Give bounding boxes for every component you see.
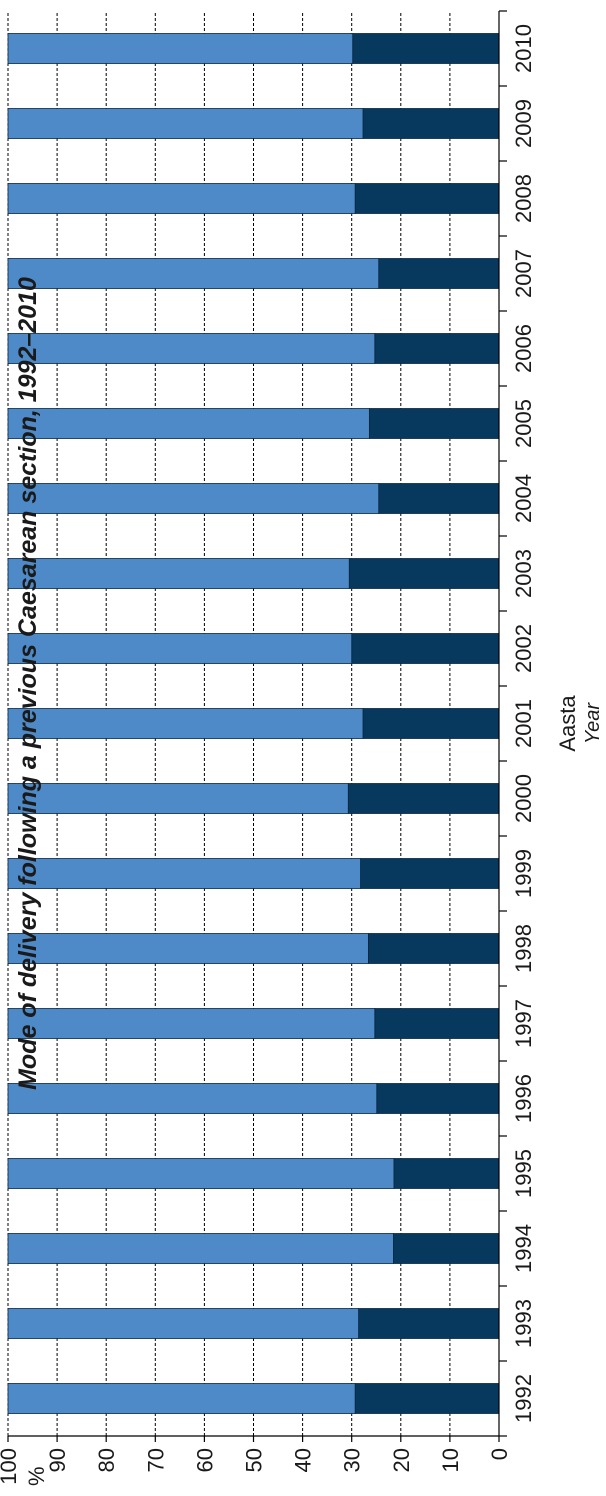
y-tick-label: 50 [242,1448,267,1472]
bar-segment-2007-2 [7,258,380,289]
bar-segment-2001-1 [362,708,500,739]
bar-segment-1996-1 [376,1083,500,1114]
x-tick-label: 1996 [511,1074,536,1123]
y-tick-label: 80 [94,1448,119,1472]
x-axis-label: Aasta [555,695,580,752]
bar-segment-2003-1 [348,558,500,589]
bar-segment-2009-2 [7,108,364,139]
bar-segment-1997-2 [7,1008,376,1039]
bar-segment-2005-1 [368,408,500,439]
y-tick-label: 90 [45,1448,70,1472]
x-tick-label: 2007 [511,249,536,298]
x-tick-label: 2009 [511,99,536,148]
bar-segment-2006-1 [374,333,500,364]
bar-segment-1998-2 [7,933,369,964]
y-tick-label: 40 [291,1448,316,1472]
x-axis-label-english: Year [582,702,604,744]
bar-segment-1995-1 [393,1158,500,1189]
bar-segment-2003-2 [7,558,350,589]
bar-segment-1993-1 [358,1308,500,1339]
chart-title: Mode of delivery following a previous Ca… [14,277,42,1090]
bar-segment-1997-1 [374,1008,500,1039]
bar-segment-2006-2 [7,333,376,364]
y-tick-label: 20 [389,1448,414,1472]
bar-segment-2005-2 [7,408,370,439]
bar-segment-2000-2 [7,783,349,814]
bar-segment-1994-2 [7,1233,394,1264]
bar-segment-1996-2 [7,1083,378,1114]
bar-segment-1999-2 [7,858,361,889]
x-tick-label: 2004 [511,474,536,523]
bar-segment-2010-1 [352,33,500,64]
x-tick-label: 1999 [511,849,536,898]
bar-segment-2010-2 [7,33,354,64]
bar-segment-1999-1 [360,858,500,889]
x-tick-label: 2005 [511,399,536,448]
bar-segment-2004-1 [378,483,500,514]
x-tick-label: 1997 [511,999,536,1048]
bar-segment-1994-1 [393,1233,500,1264]
x-tick-label: 2001 [511,699,536,748]
bar-segment-2008-1 [354,183,500,214]
y-tick-label: 0 [487,1448,512,1460]
x-tick-label: 1993 [511,1299,536,1348]
y-tick-label: 60 [192,1448,217,1472]
x-tick-label: 2002 [511,624,536,673]
x-tick-label: 1998 [511,924,536,973]
bar-segment-2009-1 [362,108,500,139]
bar-segment-2004-2 [7,483,380,514]
axes [7,10,507,1442]
y-axis-label: % [24,1466,49,1486]
y-tick-label: 100 [0,1448,21,1485]
bar-segment-2008-2 [7,183,356,214]
x-tick-label: 1994 [511,1224,536,1273]
bar-segment-2002-2 [7,633,353,664]
x-tick-label: 2006 [511,324,536,373]
x-tick-label: 1995 [511,1149,536,1198]
bar-segment-1998-1 [367,933,500,964]
y-tick-label: 30 [340,1448,365,1472]
bar-segment-1992-2 [7,1383,356,1414]
bar-segment-2002-1 [351,633,500,664]
x-tick-label: 2003 [511,549,536,598]
bar-segment-2001-2 [7,708,364,739]
x-tick-label: 2010 [511,24,536,73]
y-tick-label: 10 [438,1448,463,1472]
x-tick-label: 2000 [511,774,536,823]
y-tick-label: 70 [143,1448,168,1472]
bar-segment-1993-2 [7,1308,359,1339]
bar-segment-2000-1 [347,783,500,814]
x-tick-labels: 1992 1993 1994 1995 1996 1997 1998 1999 2000 2001… [511,24,536,1423]
x-tick-label: 1992 [511,1374,536,1423]
x-tick-label: 2008 [511,174,536,223]
bar-segment-1995-2 [7,1158,395,1189]
y-tick-labels: 0 10 20 30 40 50 60 70 80 90 100 [0,1448,512,1485]
bars [7,33,500,1414]
bar-segment-2007-1 [378,258,500,289]
bar-segment-1992-1 [354,1383,500,1414]
